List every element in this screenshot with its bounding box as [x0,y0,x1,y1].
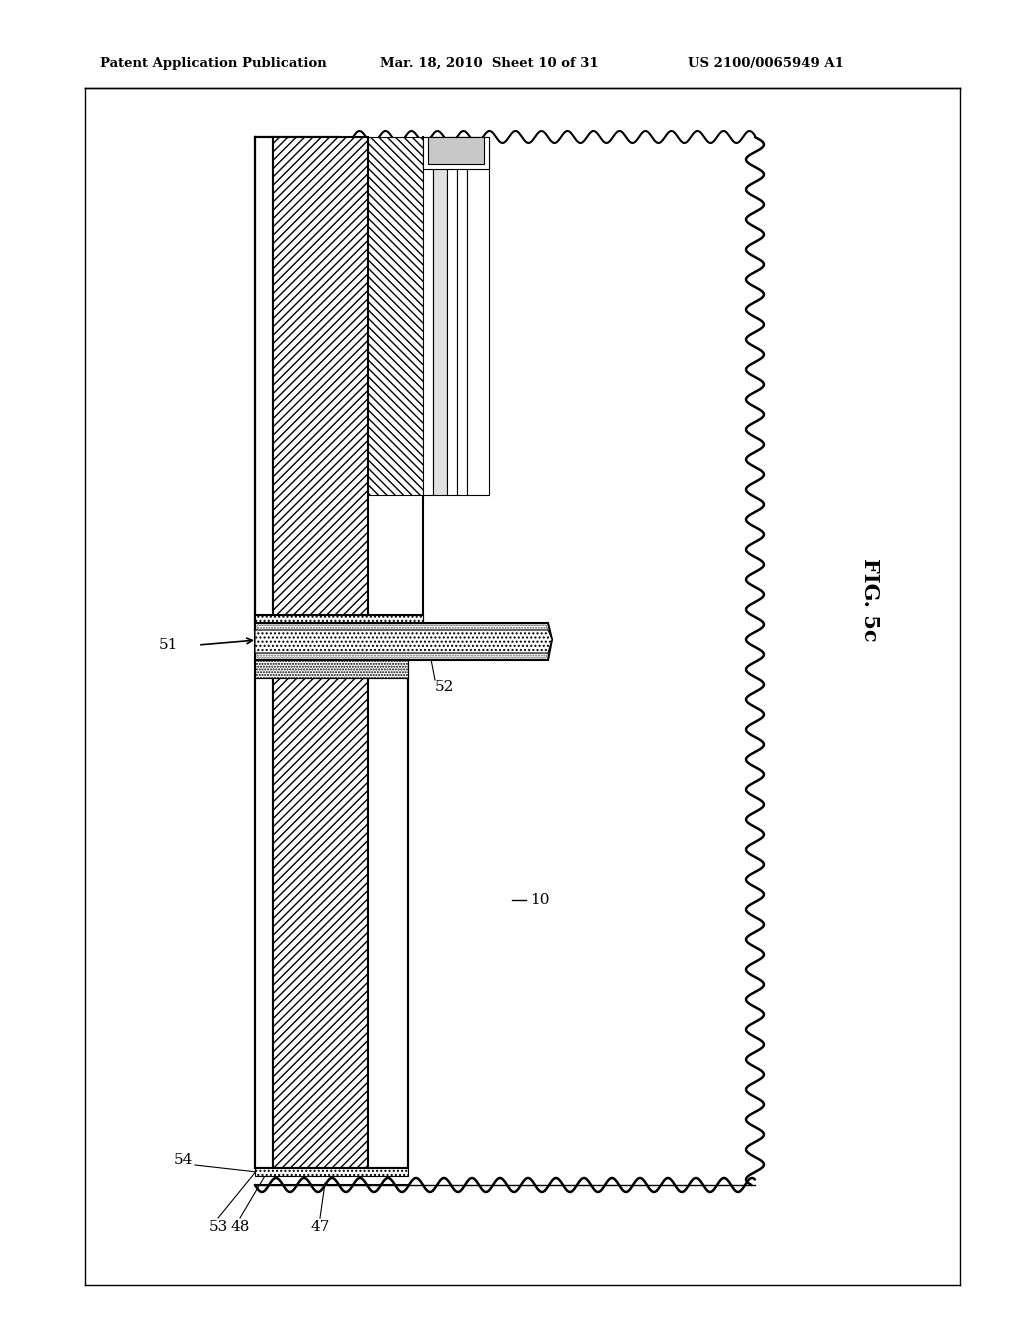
Bar [368,137,423,495]
Polygon shape [255,630,552,653]
Text: 54: 54 [174,1152,193,1167]
Bar [368,678,408,1168]
Polygon shape [255,623,552,660]
Bar [433,137,447,495]
Text: 52: 52 [435,680,455,694]
Text: 47: 47 [310,1220,330,1234]
Text: 53: 53 [208,1220,227,1234]
Bar [255,660,408,678]
Text: US 2100/0065949 A1: US 2100/0065949 A1 [688,57,844,70]
Text: 51: 51 [159,638,178,652]
Bar [255,1168,408,1176]
Bar [273,678,368,1168]
Bar [255,137,273,630]
Bar [447,137,457,495]
Text: 10: 10 [530,894,550,907]
Text: Patent Application Publication: Patent Application Publication [100,57,327,70]
Bar [467,137,489,495]
Bar [428,137,484,164]
Bar [255,615,423,630]
Bar [255,678,273,1168]
Bar [273,137,368,630]
Text: 48: 48 [230,1220,250,1234]
Text: FIG. 5c: FIG. 5c [860,558,880,642]
Bar [457,137,467,495]
Bar [423,137,433,495]
Text: Mar. 18, 2010  Sheet 10 of 31: Mar. 18, 2010 Sheet 10 of 31 [380,57,599,70]
Bar [423,137,489,169]
